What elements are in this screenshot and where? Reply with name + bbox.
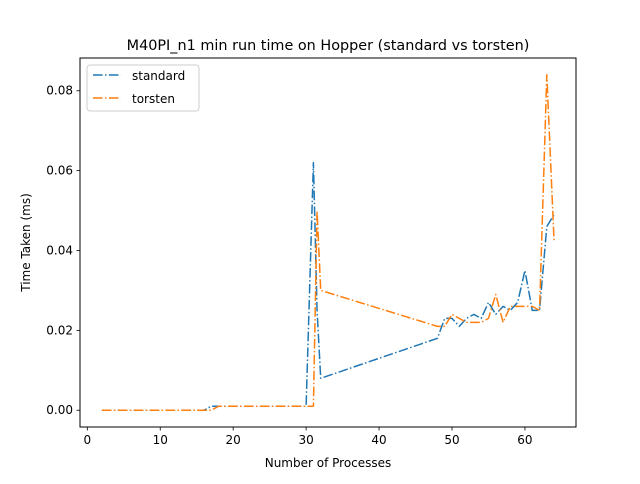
chart-title: M40PI_n1 min run time on Hopper (standar… [127,38,530,54]
plot-area [79,57,577,428]
x-axis-label: Number of Processes [265,456,392,470]
axes-frame [79,57,577,428]
x-tick-label: 10 [153,433,168,447]
x-tick-label: 60 [517,433,532,447]
y-axis: 0.00 0.02 0.04 0.06 0.08 [46,84,80,417]
series-line-torsten [101,74,555,411]
legend-box [86,64,200,112]
x-tick-label: 50 [444,433,459,447]
x-tick-label: 20 [226,433,241,447]
series-line-standard [101,161,555,411]
x-tick-label: 30 [298,433,313,447]
y-tick-label: 0.06 [46,164,73,178]
y-tick-label: 0.02 [46,323,73,337]
legend-label-torsten: torsten [132,92,175,106]
y-axis-label: Time Taken (ms) [19,193,33,293]
y-tick-label: 0.04 [46,243,73,257]
x-tick-label: 40 [371,433,386,447]
y-tick-label: 0.00 [46,403,73,417]
x-tick-label: 0 [83,433,91,447]
legend: standard torsten [86,64,200,112]
series-layer [101,74,555,411]
legend-label-standard: standard [132,69,185,83]
y-tick-label: 0.08 [46,84,73,98]
x-axis: 0 10 20 30 40 50 60 [83,427,533,447]
